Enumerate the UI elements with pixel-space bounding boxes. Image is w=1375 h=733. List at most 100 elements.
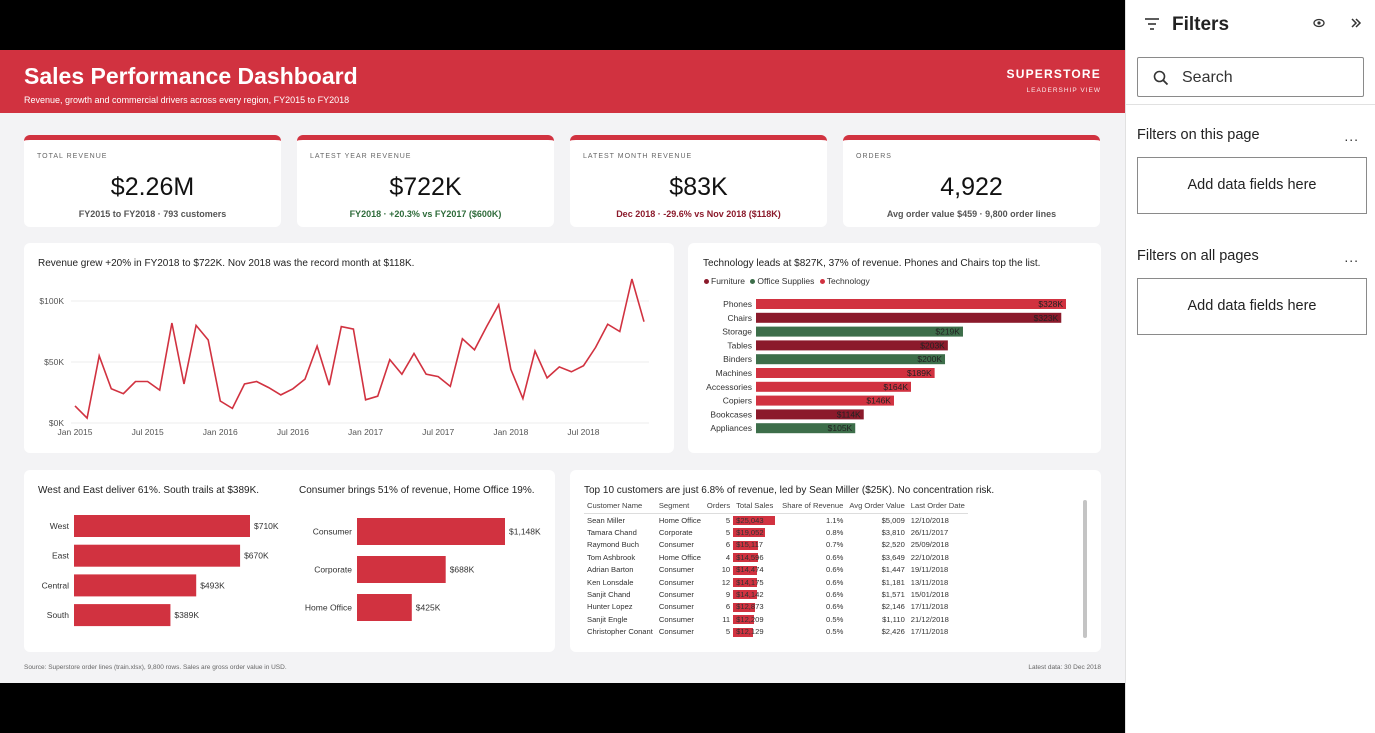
segment-bar[interactable]	[357, 518, 505, 545]
table-row[interactable]: Tamara Chand Corporate 5 $19,052 0.8% $3,810 2…	[584, 526, 968, 538]
line-point[interactable]	[387, 357, 393, 363]
line-point[interactable]	[641, 319, 647, 325]
table-scrollbar[interactable]	[1083, 500, 1087, 638]
segment-bar[interactable]	[357, 556, 446, 583]
column-header[interactable]: Orders	[703, 498, 734, 514]
line-point[interactable]	[459, 336, 465, 342]
line-point[interactable]	[411, 350, 417, 356]
collapse-icon[interactable]	[1350, 17, 1362, 29]
line-point[interactable]	[375, 393, 381, 399]
legend-item-furniture[interactable]: Furniture	[704, 276, 745, 286]
column-header[interactable]: Segment	[655, 498, 704, 514]
table-row[interactable]: Sanjit Engle Consumer 11 $12,209 0.5% $1,110 2…	[584, 613, 968, 625]
line-point[interactable]	[314, 343, 320, 349]
table-row[interactable]: Sean Miller Home Office 5 $25,043 1.1% $5,009…	[584, 514, 968, 527]
subcategory-card[interactable]: Technology leads at $827K, 37% of revenu…	[688, 243, 1101, 453]
kpi-card-latest-year-revenue[interactable]: LATEST YEAR REVENUE $722K FY2018 · +20.3…	[297, 135, 554, 227]
line-point[interactable]	[133, 379, 139, 385]
line-point[interactable]	[290, 386, 296, 392]
column-header[interactable]: Total Sales	[733, 498, 780, 514]
top-customers-card[interactable]: Top 10 customers are just 6.8% of revenu…	[570, 470, 1101, 652]
line-point[interactable]	[363, 397, 369, 403]
line-point[interactable]	[580, 363, 586, 369]
top-customers-table[interactable]: Customer Name Segment Orders Total Sales Sha…	[584, 498, 968, 638]
eye-icon[interactable]	[1312, 17, 1326, 29]
segment-bar-chart[interactable]: Consumer $1,148K Corporate $688K Home Office…	[284, 470, 555, 652]
segment-bar[interactable]	[357, 594, 412, 621]
line-point[interactable]	[556, 364, 562, 370]
subcategory-bar[interactable]	[756, 299, 1066, 309]
line-point[interactable]	[120, 391, 126, 397]
filter-search-input[interactable]: Search	[1137, 57, 1364, 97]
region-bar-chart[interactable]: West $710K East $670K Central $493K South $389K	[24, 470, 284, 652]
more-options-button[interactable]: ...	[1344, 128, 1359, 144]
line-point[interactable]	[496, 302, 502, 308]
line-point[interactable]	[145, 379, 151, 385]
line-point[interactable]	[617, 329, 623, 335]
legend-item-office-supplies[interactable]: Office Supplies	[750, 276, 814, 286]
line-point[interactable]	[302, 376, 308, 382]
legend-item-technology[interactable]: Technology	[819, 276, 870, 286]
line-point[interactable]	[72, 403, 78, 409]
line-point[interactable]	[532, 348, 538, 354]
subcategory-bar[interactable]	[756, 340, 948, 351]
line-point[interactable]	[254, 379, 260, 385]
table-row[interactable]: Sanjit Chand Consumer 9 $14,142 0.6% $1,571 15…	[584, 588, 968, 600]
table-row[interactable]: Hunter Lopez Consumer 6 $12,873 0.6% $2,146 17…	[584, 601, 968, 613]
line-point[interactable]	[568, 369, 574, 375]
line-point[interactable]	[326, 382, 332, 388]
line-point[interactable]	[157, 387, 163, 393]
line-point[interactable]	[520, 396, 526, 402]
column-header[interactable]: Customer Name	[584, 498, 656, 514]
line-point[interactable]	[96, 353, 102, 359]
line-point[interactable]	[605, 321, 611, 327]
line-point[interactable]	[629, 276, 635, 282]
subcategory-bar[interactable]	[756, 423, 856, 434]
region-bar[interactable]	[74, 515, 250, 537]
line-point[interactable]	[435, 374, 441, 380]
line-point[interactable]	[338, 324, 344, 330]
region-segment-card[interactable]: West and East deliver 61%. South trails …	[24, 470, 555, 652]
line-point[interactable]	[544, 375, 550, 381]
column-header[interactable]: Share of Revenue	[779, 498, 847, 514]
subcategory-bar[interactable]	[756, 354, 946, 365]
table-row[interactable]: Adrian Barton Consumer 10 $14,474 0.6% $1,447…	[584, 564, 968, 576]
subcategory-bar-chart[interactable]: Phones $328K Chairs $323K Storage $219K Tables…	[688, 243, 1101, 453]
page-filters-dropzone[interactable]: Add data fields here	[1137, 157, 1367, 214]
line-point[interactable]	[229, 405, 235, 411]
line-point[interactable]	[472, 347, 478, 353]
table-row[interactable]: Raymond Buch Consumer 6 $15,117 0.7% $2,520 25…	[584, 539, 968, 551]
line-point[interactable]	[278, 392, 284, 398]
line-point[interactable]	[205, 337, 211, 343]
region-bar[interactable]	[74, 574, 197, 597]
more-options-button[interactable]: ...	[1344, 249, 1359, 265]
line-point[interactable]	[108, 386, 114, 392]
line-point[interactable]	[447, 383, 453, 389]
table-row[interactable]: Christopher Conant Consumer 5 $12,129 0.5% $2…	[584, 626, 968, 638]
line-point[interactable]	[399, 371, 405, 377]
subcategory-bar[interactable]	[756, 312, 1062, 323]
line-point[interactable]	[593, 344, 599, 350]
subcategory-bar[interactable]	[756, 326, 963, 337]
line-point[interactable]	[181, 381, 187, 387]
table-row[interactable]: Tom Ashbrook Home Office 4 $14,596 0.6% $3,64…	[584, 551, 968, 563]
kpi-card-orders[interactable]: ORDERS 4,922 Avg order value $459 · 9,80…	[843, 135, 1100, 227]
subcategory-bar[interactable]	[756, 409, 864, 420]
column-header[interactable]: Last Order Date	[907, 498, 968, 514]
line-point[interactable]	[84, 415, 90, 421]
line-point[interactable]	[266, 385, 272, 391]
table-row[interactable]: Ken Lonsdale Consumer 12 $14,175 0.6% $1,181 1…	[584, 576, 968, 588]
line-point[interactable]	[217, 398, 223, 404]
line-point[interactable]	[241, 381, 247, 387]
line-point[interactable]	[193, 322, 199, 328]
revenue-series-line[interactable]	[74, 278, 645, 420]
line-point[interactable]	[484, 324, 490, 330]
subcategory-bar[interactable]	[756, 395, 894, 406]
region-bar[interactable]	[74, 544, 241, 567]
revenue-trend-card[interactable]: Revenue grew +20% in FY2018 to $722K. No…	[24, 243, 674, 453]
revenue-line-chart[interactable]: $0K $50K $100K Jan 2015 Jul 2015 Jan 2016 Jul …	[24, 243, 674, 453]
line-point[interactable]	[508, 366, 514, 372]
line-point[interactable]	[169, 320, 175, 326]
subcategory-bar[interactable]	[756, 368, 935, 378]
line-point[interactable]	[350, 326, 356, 332]
